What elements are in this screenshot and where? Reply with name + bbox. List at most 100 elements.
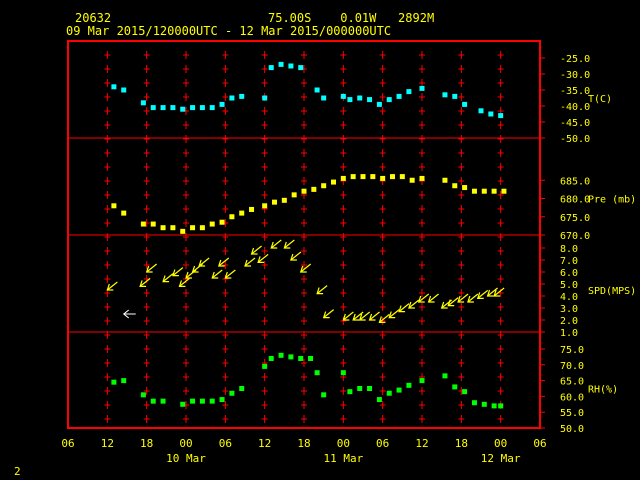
- rh-point: [396, 387, 402, 393]
- y-tick-label: -30.0: [560, 70, 590, 81]
- wind-arrow-head: [398, 305, 406, 313]
- temp-point: [190, 105, 196, 111]
- y-tick-label: 75.0: [560, 345, 584, 356]
- wind-arrow-head: [172, 269, 179, 277]
- pres-point: [180, 228, 186, 234]
- x-tick-label: 00: [179, 437, 192, 450]
- wind-arrow-shaft: [388, 309, 400, 319]
- temp-point: [239, 93, 245, 99]
- panel-label-spd: SPD(MPS): [588, 286, 636, 297]
- pres-point: [419, 175, 425, 181]
- temp-point: [347, 97, 353, 103]
- temp-point: [160, 105, 166, 111]
- wind-arrow-shaft: [244, 257, 256, 267]
- wind-arrow-shaft: [218, 257, 230, 267]
- wind-arrow-head: [476, 292, 484, 299]
- temp-point: [357, 95, 363, 101]
- wind-arrow-shaft: [179, 277, 190, 287]
- wind-arrow-head: [162, 275, 170, 283]
- pres-point: [272, 199, 277, 205]
- y-tick-label: 2.0: [560, 316, 578, 327]
- rh-point: [140, 392, 146, 398]
- temp-point: [452, 93, 458, 99]
- rh-point: [442, 373, 448, 379]
- rh-point: [190, 398, 196, 404]
- wind-arrow-shaft: [257, 253, 269, 263]
- wind-arrow-shaft: [300, 263, 312, 273]
- x-tick-label: 18: [455, 437, 468, 450]
- wind-arrow-shaft: [477, 289, 489, 299]
- x-tick-label: 06: [61, 437, 74, 450]
- wind-arrow-shaft: [342, 311, 354, 321]
- pres-point: [111, 203, 117, 209]
- temp-point: [396, 93, 402, 99]
- pres-point: [481, 188, 487, 194]
- wind-arrow-head: [139, 280, 147, 287]
- rh-point: [386, 390, 392, 396]
- wind-arrow-head: [368, 313, 376, 321]
- station-id: 20632: [75, 11, 111, 25]
- wind-arrow-head: [290, 253, 297, 261]
- wind-arrow-shaft: [457, 293, 469, 303]
- rh-point: [419, 378, 425, 384]
- wind-arrow-head: [145, 265, 153, 273]
- temp-point: [498, 113, 504, 119]
- temp-point: [314, 87, 320, 93]
- temp-point: [180, 106, 186, 112]
- rh-point: [278, 352, 284, 358]
- y-tick-label: -25.0: [560, 54, 590, 65]
- rh-point: [406, 382, 412, 388]
- rh-point: [314, 370, 320, 376]
- wind-arrow-shaft: [211, 269, 223, 279]
- y-tick-label: 4.0: [560, 292, 578, 303]
- y-tick-label: 50.0: [560, 424, 584, 435]
- rh-point: [491, 403, 497, 409]
- temp-point: [140, 100, 146, 106]
- rh-point: [308, 355, 314, 361]
- x-tick-label: 12: [415, 437, 428, 450]
- x-tick-label: 00: [337, 437, 350, 450]
- pres-point: [390, 174, 395, 180]
- wind-arrow-head: [191, 265, 199, 273]
- pres-point: [360, 174, 366, 180]
- pres-point: [170, 225, 176, 231]
- y-tick-label: 685.0: [560, 176, 590, 187]
- y-tick-label: 7.0: [560, 256, 578, 267]
- temp-point: [219, 101, 225, 107]
- pres-point: [462, 185, 468, 191]
- rh-point: [150, 398, 156, 404]
- pres-point: [209, 221, 215, 227]
- y-tick-label: 6.0: [560, 268, 578, 279]
- panel-label-pres: Pre (mb): [588, 195, 636, 206]
- temp-point: [209, 105, 215, 111]
- wind-arrow-shaft: [418, 293, 430, 303]
- y-tick-label: 670.0: [560, 231, 590, 242]
- y-tick-label: 5.0: [560, 280, 578, 291]
- wind-arrow-head: [178, 280, 186, 287]
- temp-point: [406, 89, 412, 95]
- y-tick-label: 675.0: [560, 213, 590, 224]
- wind-arrow-head: [211, 271, 219, 279]
- time-range: 09 Mar 2015/120000UTC - 12 Mar 2015/0000…: [66, 24, 391, 38]
- temp-point: [376, 101, 382, 107]
- wind-arrow-shaft: [316, 285, 328, 295]
- x-tick-label: 00: [494, 437, 507, 450]
- x-tick-label: 12: [101, 437, 114, 450]
- wind-arrow-shaft: [467, 293, 479, 303]
- y-tick-label: -40.0: [560, 102, 590, 113]
- wind-arrow-shaft: [270, 239, 282, 249]
- y-tick-label: 8.0: [560, 244, 578, 255]
- wind-arrow-head: [467, 295, 474, 303]
- wind-arrow-head: [299, 265, 307, 273]
- wind-arrow-head: [417, 295, 425, 303]
- x-tick-label: 06: [219, 437, 232, 450]
- pres-point: [199, 225, 205, 231]
- plot-frame: [67, 40, 541, 429]
- y-tick-label: 70.0: [560, 361, 584, 372]
- wind-arrow-head: [427, 295, 435, 303]
- wind-arrow-head: [270, 241, 278, 249]
- rh-point: [209, 398, 215, 404]
- wind-arrow-head: [257, 256, 265, 263]
- wind-arrow-shaft: [379, 313, 390, 323]
